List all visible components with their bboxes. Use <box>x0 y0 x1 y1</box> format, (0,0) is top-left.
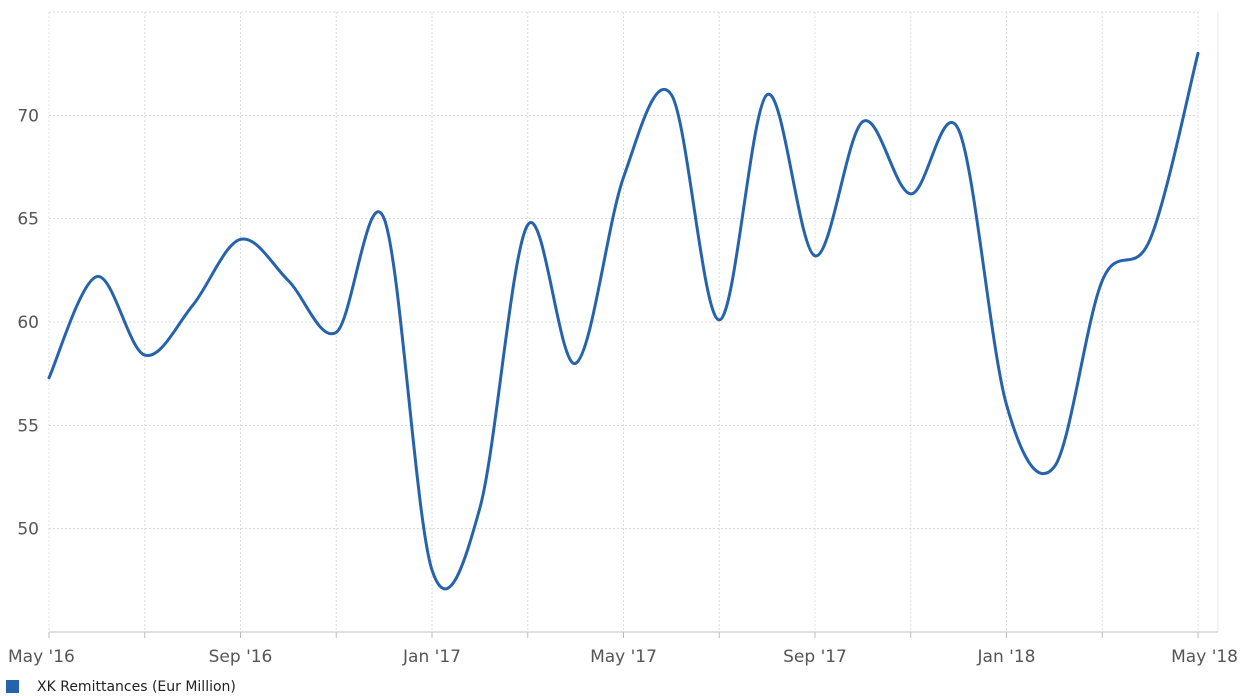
x-tick-label: May '16 <box>8 647 75 667</box>
legend-swatch <box>6 680 19 693</box>
y-tick-label: 50 <box>17 520 39 540</box>
x-tick-label: Jan '18 <box>977 647 1036 667</box>
gridlines <box>48 11 1199 632</box>
legend-label: XK Remittances (Eur Million) <box>37 678 236 695</box>
x-tick-label: May '17 <box>590 647 657 667</box>
tick-labels: 50 55 60 65 70 May '16 Sep '16 Jan '17 May '17 Se… <box>8 106 1238 667</box>
x-tick-label: May '18 <box>1171 647 1238 667</box>
x-tick-label: Jan '17 <box>402 647 461 667</box>
axes <box>48 12 1219 638</box>
x-tick-label: Sep '16 <box>209 647 273 667</box>
y-tick-label: 60 <box>17 313 39 333</box>
y-tick-label: 65 <box>17 210 39 230</box>
x-tick-label: Sep '17 <box>783 647 847 667</box>
series-line[interactable] <box>47 51 1200 591</box>
y-tick-label: 70 <box>17 106 39 126</box>
legend[interactable]: XK Remittances (Eur Million) <box>6 677 236 696</box>
y-tick-label: 55 <box>17 416 39 436</box>
series-lines: 2016-05: 57.32016-06: 62.22016-07: 58.42… <box>47 51 1200 591</box>
